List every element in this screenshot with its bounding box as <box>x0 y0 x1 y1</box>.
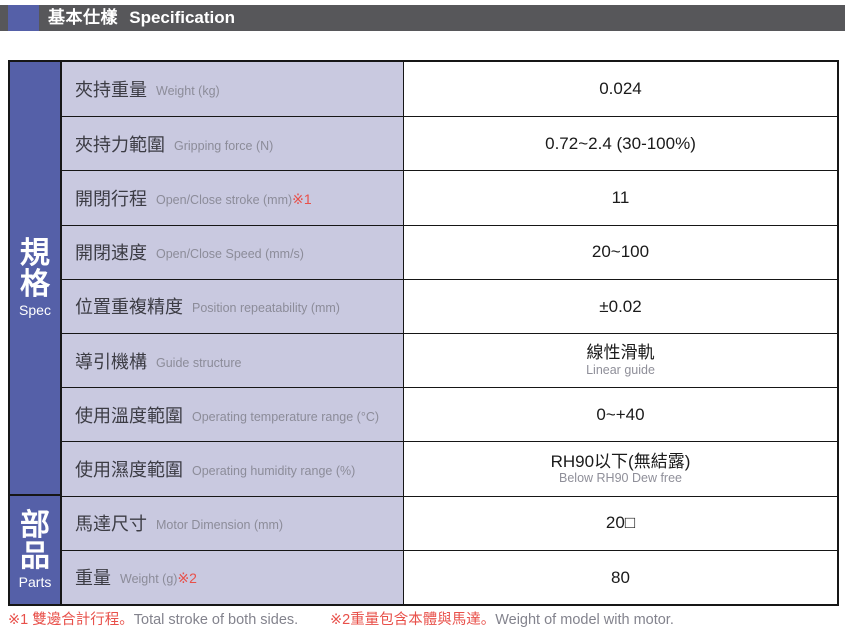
sidebar-parts-en: Parts <box>18 574 52 591</box>
spec-value: 0.024 <box>599 79 642 99</box>
spec-label-cell: 重量 Weight (g) ※2 <box>62 549 404 604</box>
spec-label-cell: 位置重複精度 Position repeatability (mm) <box>62 278 404 333</box>
footnotes: ※1 雙邊合計行程。Total stroke of both sides. ※2… <box>8 608 838 629</box>
spec-label-en: Open/Close stroke (mm) <box>156 192 293 207</box>
spec-value: 20~100 <box>591 242 650 262</box>
spec-value: 80 <box>611 567 630 587</box>
section-title: 基本仕樣 Specification <box>48 5 235 31</box>
sidebar-spec-zh: 規格 <box>20 236 50 302</box>
spec-value-cell: RH90以下(無結露) Below RH90 Dew free <box>404 441 837 496</box>
spec-value: 0.72~2.4 (30-100%) <box>545 134 696 154</box>
spec-value: ±0.02 <box>599 296 642 316</box>
spec-label-en: Motor Dimension (mm) <box>156 518 284 533</box>
spec-label-en: Gripping force (N) <box>174 138 274 153</box>
sidebar-spec-en: Spec <box>19 302 51 319</box>
footnote-2-en: Weight of model with motor. <box>495 612 674 628</box>
spec-value-sub: Below RH90 Dew free <box>559 471 682 486</box>
spec-value: RH90以下(無結露) <box>550 451 691 471</box>
spec-value-cell: ±0.02 <box>404 278 837 333</box>
spec-label-cell: 開閉行程 Open/Close stroke (mm) ※1 <box>62 170 404 225</box>
spec-value-cell: 80 <box>404 549 837 604</box>
spec-value: 11 <box>611 188 630 208</box>
spec-label-zh: 導引機構 <box>75 351 147 372</box>
spec-label-en: Position repeatability (mm) <box>192 301 340 316</box>
footnote-1-zh: ※1 雙邊合計行程。 <box>8 612 134 628</box>
spec-label-cell: 使用濕度範圍 Operating humidity range (%) <box>62 441 404 496</box>
spec-label-zh: 開閉行程 <box>75 188 147 209</box>
spec-label-en: Operating temperature range (°C) <box>192 409 380 424</box>
section-title-zh: 基本仕樣 <box>48 8 118 27</box>
spec-value: 線性滑軌 <box>586 343 655 363</box>
spec-label-cell: 馬達尺寸 Motor Dimension (mm) <box>62 495 404 550</box>
spec-value-cell: 0.72~2.4 (30-100%) <box>404 116 837 171</box>
spec-label-zh: 馬達尺寸 <box>75 514 147 535</box>
spec-value: 0~+40 <box>596 405 645 425</box>
spec-label-en: Operating humidity range (%) <box>192 463 356 478</box>
spec-label-cell: 導引機構 Guide structure <box>62 333 404 388</box>
spec-label-cell: 夾持力範圍 Gripping force (N) <box>62 116 404 171</box>
spec-label-cell: 開閉速度 Open/Close Speed (mm/s) <box>62 224 404 279</box>
sidebar-parts-zh: 部品 <box>20 508 50 574</box>
spec-value-cell: 11 <box>404 170 837 225</box>
spec-label-en: Weight (g) <box>120 572 178 587</box>
spec-value-cell: 0.024 <box>404 62 837 117</box>
spec-label-en: Guide structure <box>156 355 242 370</box>
spec-value: 20□ <box>605 513 636 533</box>
spec-label-zh: 夾持重量 <box>75 80 147 101</box>
footnote-1: ※1 雙邊合計行程。Total stroke of both sides. <box>8 608 330 629</box>
section-header-bar: 基本仕樣 Specification <box>0 5 845 31</box>
sidebar-section-spec: 規格 Spec <box>10 62 62 496</box>
footnote-marker: ※2 <box>177 570 197 587</box>
footnote-1-en: Total stroke of both sides. <box>133 612 299 628</box>
section-title-en: Specification <box>129 8 236 27</box>
spec-label-zh: 夾持力範圍 <box>75 134 165 155</box>
spec-value-cell: 線性滑軌 Linear guide <box>404 333 837 388</box>
spec-value-sub: Linear guide <box>586 362 655 377</box>
spec-value-cell: 20~100 <box>404 224 837 279</box>
spec-label-zh: 位置重複精度 <box>75 297 183 318</box>
footnote-2-zh: ※2重量包含本體與馬達。 <box>330 612 496 628</box>
spec-label-en: Weight (kg) <box>156 84 220 99</box>
spec-label-zh: 開閉速度 <box>75 243 147 264</box>
spec-label-en: Open/Close Speed (mm/s) <box>156 247 304 262</box>
spec-label-zh: 重量 <box>75 568 111 589</box>
footnote-marker: ※1 <box>292 190 312 207</box>
spec-label-zh: 使用溫度範圍 <box>75 405 183 426</box>
spec-value-cell: 20□ <box>404 495 837 550</box>
sidebar-section-parts: 部品 Parts <box>10 495 62 604</box>
spec-label-cell: 使用溫度範圍 Operating temperature range (°C) <box>62 387 404 442</box>
spec-label-zh: 使用濕度範圍 <box>75 459 183 480</box>
spec-table: 規格 Spec 部品 Parts 夾持重量 Weight (kg) 0.024 … <box>8 60 839 606</box>
spec-label-cell: 夾持重量 Weight (kg) <box>62 62 404 117</box>
spec-value-cell: 0~+40 <box>404 387 837 442</box>
footnote-2: ※2重量包含本體與馬達。Weight of model with motor. <box>330 608 674 629</box>
accent-square <box>8 5 39 31</box>
